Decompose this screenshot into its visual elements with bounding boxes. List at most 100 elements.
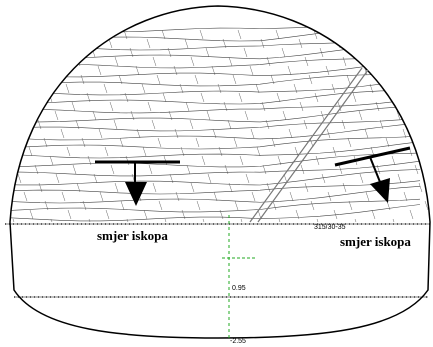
rock-layer bbox=[305, 57, 308, 66]
rock-layer bbox=[191, 183, 194, 192]
rock-layer bbox=[1, 183, 4, 192]
rock-layer bbox=[0, 169, 420, 185]
rock-layer bbox=[299, 39, 302, 48]
rock-layer bbox=[332, 84, 335, 93]
rock-layer bbox=[305, 183, 308, 192]
rock-layer bbox=[283, 111, 286, 120]
rock-layer bbox=[12, 156, 15, 165]
rock-layer bbox=[208, 174, 211, 183]
rock-layer bbox=[342, 120, 345, 129]
rock-layer bbox=[100, 192, 103, 201]
rock-layer bbox=[349, 201, 352, 210]
rock-layer bbox=[0, 120, 3, 129]
rock-layer bbox=[250, 66, 253, 75]
rock-layer bbox=[348, 138, 351, 147]
rock-layer bbox=[67, 147, 70, 156]
rock-layer bbox=[309, 75, 312, 84]
rock-layer bbox=[190, 120, 193, 129]
tunnel-arch bbox=[10, 6, 430, 222]
direction-label: smjer iskopa bbox=[340, 234, 411, 249]
rock-layer bbox=[147, 39, 150, 48]
rock-layer bbox=[17, 111, 20, 120]
rock-layer bbox=[343, 183, 346, 192]
rock-layer bbox=[246, 174, 249, 183]
rock-layer bbox=[54, 48, 57, 57]
rock-layer bbox=[0, 90, 420, 104]
rock-layer bbox=[24, 192, 27, 201]
rock-layer bbox=[294, 84, 297, 93]
rock-layer bbox=[239, 93, 242, 102]
rock-layer bbox=[0, 205, 420, 221]
rock-layer bbox=[402, 66, 405, 75]
rock-layer bbox=[68, 210, 71, 219]
rock-layer bbox=[115, 183, 118, 192]
rock-layer bbox=[56, 174, 59, 183]
rock-layer bbox=[163, 93, 166, 102]
rock-layer bbox=[315, 93, 318, 102]
rock-layer bbox=[55, 111, 58, 120]
rock-layer bbox=[238, 30, 241, 39]
rock-layer bbox=[225, 165, 228, 174]
rock-layer bbox=[153, 57, 156, 66]
rock-layer bbox=[71, 39, 74, 48]
rock-layer bbox=[185, 39, 188, 48]
rock-layer bbox=[175, 129, 178, 138]
rock-layer bbox=[352, 30, 355, 39]
rock-layer bbox=[263, 165, 266, 174]
rock-layer bbox=[195, 75, 198, 84]
rock-layer bbox=[413, 39, 416, 48]
rock-layer bbox=[0, 43, 420, 59]
rock-layer bbox=[404, 192, 407, 201]
rock-layer bbox=[375, 39, 378, 48]
rock-layer bbox=[273, 201, 276, 210]
rock-layer bbox=[359, 111, 362, 120]
rock-layer bbox=[114, 120, 117, 129]
rock-layer bbox=[176, 192, 179, 201]
rock-layer bbox=[316, 156, 319, 165]
rock-layer bbox=[121, 201, 124, 210]
rock-layer bbox=[149, 165, 152, 174]
rock-layer bbox=[34, 102, 37, 111]
rock-layer bbox=[6, 138, 9, 147]
rock-layer bbox=[234, 138, 237, 147]
rock-layer bbox=[333, 147, 336, 156]
rock-layer bbox=[358, 48, 361, 57]
rock-layer bbox=[187, 165, 190, 174]
rock-layer bbox=[143, 147, 146, 156]
rock-layer bbox=[385, 75, 388, 84]
rock-layer bbox=[240, 156, 243, 165]
rock-layer bbox=[290, 192, 293, 201]
rock-layer bbox=[105, 147, 108, 156]
rock-layer bbox=[235, 201, 238, 210]
rock-layer bbox=[38, 120, 41, 129]
rock-layer bbox=[276, 30, 279, 39]
rock-layer bbox=[214, 192, 217, 201]
rock-layer bbox=[0, 181, 420, 194]
rock-layer bbox=[229, 57, 232, 66]
rock-layer bbox=[410, 210, 413, 219]
rock-layer bbox=[23, 129, 26, 138]
rock-layer bbox=[322, 174, 325, 183]
rock-layer bbox=[0, 36, 420, 50]
rock-layer bbox=[157, 75, 160, 84]
rock-layer bbox=[202, 156, 205, 165]
rock-layer bbox=[115, 57, 118, 66]
rock-layer bbox=[60, 66, 63, 75]
rock-layer bbox=[419, 183, 422, 192]
rock-layer bbox=[159, 201, 162, 210]
rock-layer bbox=[73, 165, 76, 174]
rock-layer bbox=[186, 102, 189, 111]
rock-layer bbox=[142, 84, 145, 93]
rock-layer bbox=[0, 123, 420, 140]
rock-layer bbox=[106, 210, 109, 219]
rock-layer bbox=[372, 210, 375, 219]
rock-layer bbox=[0, 199, 420, 212]
rock-layer bbox=[39, 57, 42, 66]
rock-layer bbox=[419, 57, 422, 66]
rock-layer bbox=[390, 30, 393, 39]
rock-layer bbox=[39, 183, 42, 192]
tunnel-face-diagram: smjer iskopa smjer iskopa 315/30-35 0.95… bbox=[0, 0, 433, 347]
rock-layer bbox=[109, 39, 112, 48]
rock-layer bbox=[66, 84, 69, 93]
rock-layer bbox=[282, 48, 285, 57]
